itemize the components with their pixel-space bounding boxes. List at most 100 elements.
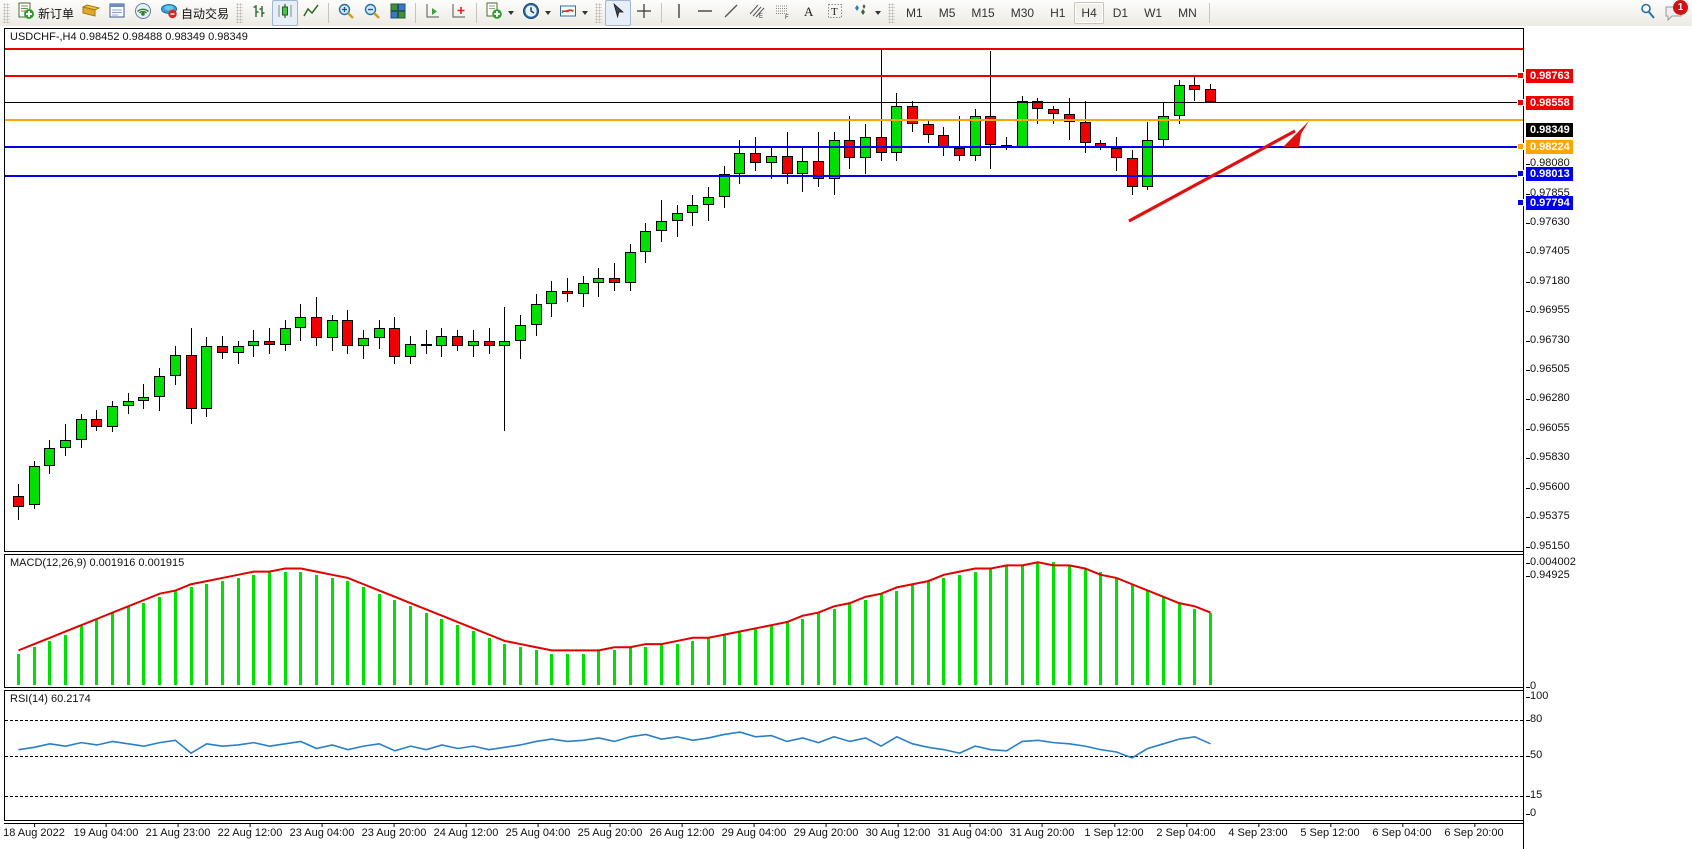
autotrading-icon <box>160 2 178 25</box>
red-line-label[interactable]: 0.98558 <box>1526 96 1573 110</box>
price-axis-line <box>1523 54 1524 849</box>
orange-line[interactable] <box>5 118 1523 121</box>
zoom-in-button[interactable] <box>333 1 359 25</box>
chart-area[interactable]: USDCHF-,H4 0.98452 0.98488 0.98349 0.983… <box>0 26 1692 849</box>
level-handle[interactable] <box>1517 142 1524 150</box>
timeframe-h1[interactable]: H1 <box>1050 6 1066 20</box>
red-line-label[interactable]: 0.98763 <box>1526 69 1573 84</box>
price-tick: 0.95600 <box>1526 480 1570 493</box>
macd-pane[interactable]: MACD(12,26,9) 0.001916 0.001915 <box>4 554 1524 688</box>
bar-chart-button[interactable] <box>246 1 272 25</box>
notifications-button[interactable]: 1 <box>1664 0 1688 22</box>
macd-bar <box>754 628 758 685</box>
macd-bar <box>283 571 287 685</box>
chevron-down-icon-4[interactable] <box>875 11 882 15</box>
add-indicator-button[interactable] <box>481 1 518 25</box>
blue-line[interactable] <box>5 174 1523 177</box>
chevron-down-icon-2[interactable] <box>545 11 552 15</box>
macd-bar <box>911 584 914 685</box>
macd-bar <box>362 587 366 685</box>
time-tick: 24 Aug 12:00 <box>433 823 499 839</box>
text-label-button[interactable]: T <box>822 1 848 25</box>
orange-line-label[interactable]: 0.98224 <box>1526 139 1573 154</box>
toolbar-grip-3[interactable] <box>595 3 603 23</box>
rsi-tick: 100 <box>1525 690 1549 702</box>
toolbar-grip-4[interactable] <box>888 3 896 23</box>
timeframe-m30[interactable]: M30 <box>1010 6 1035 20</box>
candlestick-chart-button[interactable] <box>272 0 299 26</box>
period-button[interactable] <box>518 1 555 25</box>
price-axis[interactable]: 0.98080 0.97855 0.97630 0.97405 0.97180 0.969… <box>1517 54 1692 849</box>
zoom-out-button[interactable] <box>359 1 385 25</box>
macd-bar <box>973 571 977 685</box>
time-tick: 23 Aug 20:00 <box>361 823 427 839</box>
blue-line-label[interactable]: 0.97794 <box>1526 195 1573 210</box>
rsi-tick: 50 <box>1525 748 1543 761</box>
fibonacci-button[interactable]: F <box>770 1 796 25</box>
autoscroll-button[interactable] <box>446 1 472 25</box>
macd-bar <box>1130 584 1134 685</box>
timeframe-d1[interactable]: D1 <box>1112 6 1129 20</box>
timeframe-mn[interactable]: MN <box>1178 6 1197 20</box>
level-handle[interactable] <box>1517 170 1524 178</box>
cursor-button[interactable] <box>605 0 632 26</box>
candlestick-icon <box>276 2 294 25</box>
timeframe-m1[interactable]: M1 <box>906 6 923 20</box>
timeframe-m15[interactable]: M15 <box>971 6 995 20</box>
macd-bar <box>32 647 36 685</box>
time-tick: 30 Aug 12:00 <box>865 823 931 839</box>
templates-icon <box>559 2 577 25</box>
chevron-down-icon-3[interactable] <box>582 11 589 15</box>
red-line[interactable] <box>5 75 1523 77</box>
toolbar-grip-2[interactable] <box>236 3 244 23</box>
time-tick: 18 Aug 2022 <box>3 823 65 839</box>
price-pane[interactable]: USDCHF-,H4 0.98452 0.98488 0.98349 0.983… <box>4 28 1524 552</box>
macd-bar <box>1020 565 1024 685</box>
rsi-level-line <box>5 720 1523 722</box>
tile-windows-button[interactable] <box>385 1 411 25</box>
macd-bar <box>738 631 742 685</box>
price-candles <box>5 29 1523 551</box>
chevron-down-icon[interactable] <box>508 11 515 15</box>
folder-button[interactable] <box>78 1 104 25</box>
current-price[interactable] <box>5 102 1523 104</box>
time-tick: 31 Aug 04:00 <box>937 823 1003 839</box>
time-tick: 4 Sep 23:00 <box>1228 823 1288 839</box>
horizontal-line-button[interactable] <box>692 1 718 25</box>
macd-bar <box>330 577 334 685</box>
line-chart-button[interactable] <box>298 1 324 25</box>
rsi-tick: 15 <box>1525 789 1543 802</box>
blue-line[interactable] <box>5 146 1523 149</box>
toolbar-grip[interactable] <box>3 3 10 23</box>
crosshair-button[interactable] <box>631 1 657 25</box>
current-price-label[interactable]: 0.98349 <box>1526 123 1573 138</box>
macd-bar <box>1036 562 1040 685</box>
rsi-level-line <box>5 755 1523 757</box>
text-button[interactable]: A <box>796 1 822 25</box>
search-icon[interactable] <box>1638 1 1658 26</box>
red-line[interactable] <box>5 48 1523 51</box>
time-tick: 22 Aug 12:00 <box>217 823 283 839</box>
vertical-line-button[interactable] <box>666 1 692 25</box>
level-handle[interactable] <box>1517 198 1524 206</box>
timeframe-m5[interactable]: M5 <box>938 6 956 20</box>
rsi-pane[interactable]: RSI(14) 60.2174 <box>4 690 1524 821</box>
terminal-button[interactable] <box>104 1 130 25</box>
blue-line-label[interactable]: 0.98013 <box>1526 167 1573 182</box>
level-handle[interactable] <box>1517 99 1524 106</box>
rsi-tick: 0 <box>1525 807 1537 819</box>
signals-button[interactable] <box>130 1 156 25</box>
timeframe-h4[interactable]: H4 <box>1074 2 1104 24</box>
autotrading-button[interactable]: 自动交易 <box>156 1 233 25</box>
macd-bar <box>550 653 554 685</box>
level-handle[interactable] <box>1517 72 1524 80</box>
timeframe-w1[interactable]: W1 <box>1144 6 1163 20</box>
trend-line-button[interactable] <box>718 1 744 25</box>
time-tick: 21 Aug 23:00 <box>145 823 211 839</box>
time-axis[interactable]: 18 Aug 2022 19 Aug 04:00 21 Aug 23:00 22 Au… <box>3 823 1524 848</box>
shapes-button[interactable] <box>848 1 885 25</box>
templates-button[interactable] <box>555 1 592 25</box>
equidistant-channel-button[interactable]: E <box>744 1 770 25</box>
new-order-button[interactable]: 新订单 <box>13 1 78 25</box>
chart-shift-button[interactable] <box>420 1 446 25</box>
